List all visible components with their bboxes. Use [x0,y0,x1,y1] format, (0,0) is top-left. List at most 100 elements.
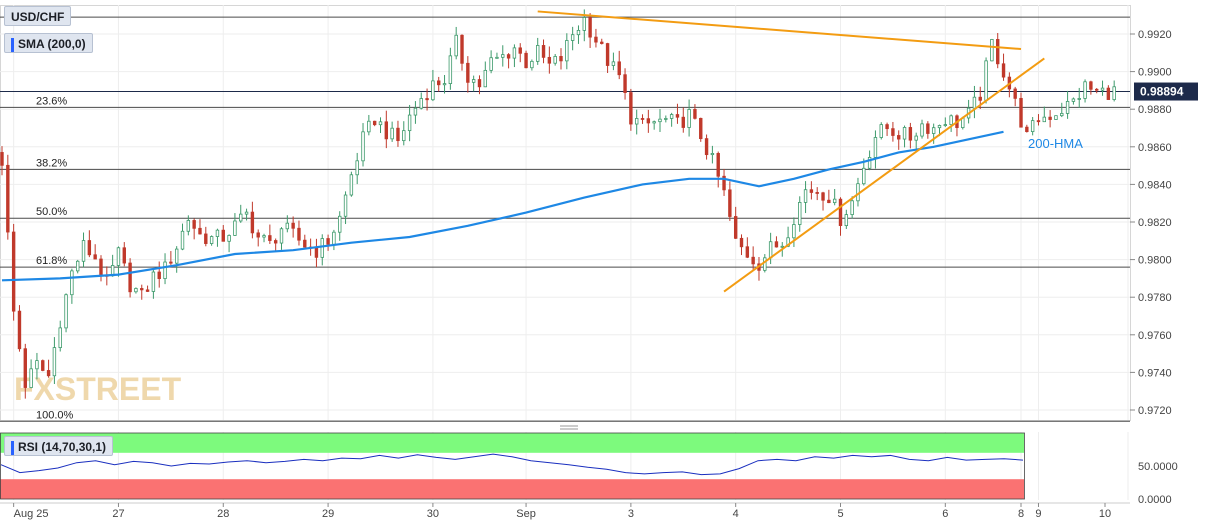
candle-body [1054,115,1058,120]
candle-body [431,80,435,101]
candle-body [926,123,930,134]
candle-body [58,327,62,348]
candle-body [710,153,715,156]
candle-body [209,236,214,244]
rsi-panel: 50.0000 0.0000 [0,432,1178,506]
candle-body [763,257,767,271]
candle-body [437,80,441,86]
candle-body [87,240,92,256]
candle-body [402,130,406,142]
candle-body [1077,98,1081,100]
candle-body [512,47,517,59]
candle-body [477,79,482,88]
candle-body [984,60,988,101]
fibonacci-levels: 0.0%23.6%38.2%50.0%61.8%100.0% [0,5,1130,422]
candle-body [250,211,255,234]
fib-label: 23.6% [36,95,67,107]
time-tick-label: 6 [942,508,948,520]
candle-body [35,360,39,370]
candle-body [605,43,610,66]
candle-body [1095,88,1099,91]
candle-body [582,17,586,31]
candle-body [594,36,598,43]
candle-body [943,124,948,127]
candle-body [1065,101,1070,114]
candle-body [728,189,732,217]
candle-body [803,189,808,203]
candle-body [291,222,295,229]
rsi-indicator-label[interactable]: RSI (14,70,30,1) [4,436,114,456]
time-tick-label: Sep [516,508,536,520]
candle-body [530,60,534,69]
candle-body [897,135,901,140]
candle-body [722,175,726,191]
candle-body [658,118,662,123]
time-tick-label: 9 [1035,508,1041,520]
candle-body [495,56,499,59]
price-tick-label: 0.9740 [1138,367,1172,379]
candle-body [349,174,354,196]
symbol-label[interactable]: USD/CHF [4,6,72,26]
candle-body [873,137,878,158]
candle-body [128,262,132,293]
candle-body [885,124,889,130]
time-axis: Aug 25 27 28 29 30 Sep 3 4 5 6 8 9 10 [0,502,1130,520]
candle-body [145,289,150,292]
candle-body [355,160,359,176]
price-tick-label: 0.9900 [1138,67,1172,79]
candle-body [1001,63,1006,78]
price-tick-label: 0.9800 [1138,255,1172,267]
candle-body [565,40,569,62]
candle-body [338,215,342,233]
candle-body [506,54,511,59]
fib-label: 50.0% [36,206,67,218]
time-tick-label: 27 [112,508,124,520]
candle-body [268,235,272,241]
candle-body [774,241,779,248]
candle-body [751,256,755,265]
candle-body [192,220,196,229]
candle-body [17,310,22,350]
time-tick-label: 4 [733,508,739,520]
sma-color-swatch [11,37,14,52]
rsi-oversold-zone [0,479,1024,499]
candle-body [215,229,220,237]
candle-body [384,121,389,140]
candle-body [343,194,348,217]
candle-body [792,224,796,239]
candle-body [1036,120,1041,123]
candle-body [204,233,208,244]
candle-body [46,370,51,377]
candle-body [850,200,854,215]
candle-body [634,118,639,125]
candle-body [704,138,709,156]
candle-body [891,128,895,136]
candle-body [70,270,74,296]
sma-indicator-label[interactable]: SMA (200,0) [4,33,93,53]
price-axis: 0.9920 0.9900 0.9880 0.9860 0.9840 0.9820 0.98… [560,29,1198,430]
candle-body [285,222,290,230]
trendlines [537,10,1045,293]
candle-body [559,56,563,62]
candle-body [949,115,953,126]
candle-body [448,55,453,84]
candle-body [937,125,942,129]
time-tick-label: 28 [217,508,229,520]
candle-body [902,127,907,140]
candles [0,9,1116,399]
candle-body [699,117,703,140]
hma-200-line [1,130,1004,282]
candle-body [454,34,458,57]
candle-body [303,239,307,248]
candle-body [733,216,738,239]
candle-body [442,83,447,86]
candle-body [1106,87,1111,100]
candle-body [169,261,173,264]
candle-body [273,240,278,244]
candle-body [198,227,202,235]
price-plot-frame [0,5,1131,421]
candle-body [646,118,651,124]
candle-body [460,34,464,64]
candle-body [140,288,144,291]
